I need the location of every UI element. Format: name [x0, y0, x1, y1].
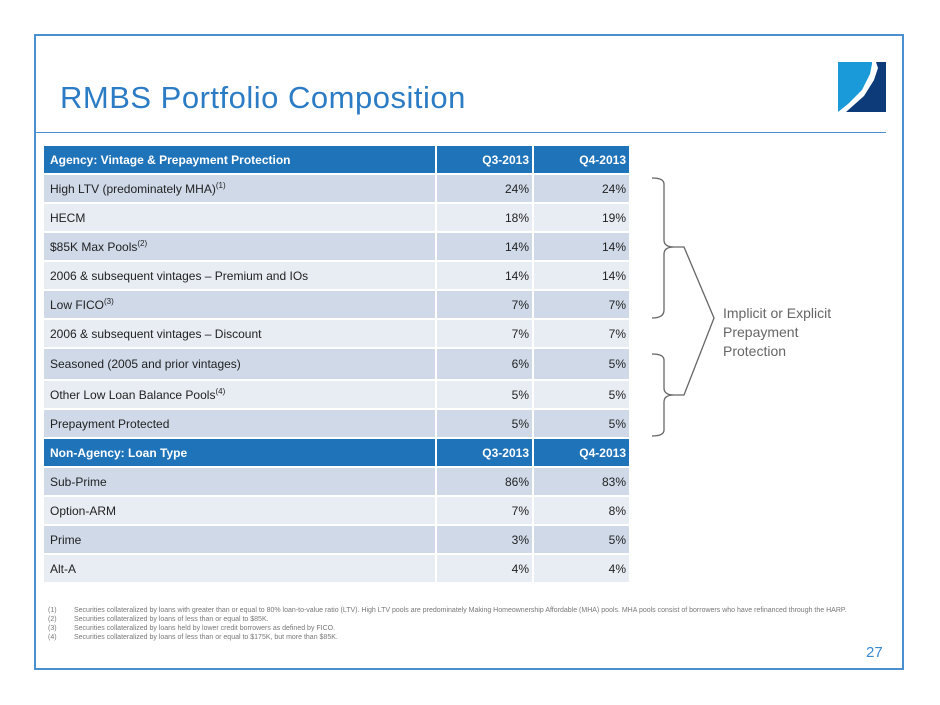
- q3-value: 24%: [437, 175, 532, 202]
- footnote-text: Securities collateralized by loans held …: [74, 625, 336, 632]
- q3-value: 5%: [437, 410, 532, 437]
- footnote-ref: (2): [137, 239, 148, 248]
- q3-value: 7%: [437, 497, 532, 524]
- footnote-key: (1): [48, 607, 57, 614]
- column-header: Q3-2013: [437, 439, 532, 466]
- page-title: RMBS Portfolio Composition: [60, 80, 466, 115]
- q4-value: 5%: [534, 349, 629, 379]
- footnote: (4) Securities collateralized by loans of…: [48, 633, 868, 642]
- column-header: Q4-2013: [534, 439, 629, 466]
- table-row: High LTV (predominately MHA)(1) 24% 24%: [44, 175, 629, 202]
- q4-value: 5%: [534, 526, 629, 553]
- row-label: $85K Max Pools(2): [44, 233, 435, 260]
- table-row: $85K Max Pools(2) 14% 14%: [44, 233, 629, 260]
- column-header: Q3-2013: [437, 146, 532, 173]
- row-label-text: HECM: [50, 210, 86, 225]
- footnote: (3) Securities collateralized by loans he…: [48, 624, 868, 633]
- footnote-text: Securities collateralized by loans with …: [74, 607, 847, 614]
- q3-value: 86%: [437, 468, 532, 495]
- footnote-ref: (1): [215, 181, 226, 190]
- table-row: Seasoned (2005 and prior vintages) 6% 5%: [44, 349, 629, 379]
- row-label-text: Other Low Loan Balance Pools: [50, 388, 216, 402]
- q4-value: 7%: [534, 291, 629, 318]
- row-label-text: High LTV (predominately MHA): [50, 182, 216, 196]
- row-label: 2006 & subsequent vintages – Premium and…: [44, 262, 435, 289]
- q3-value: 5%: [437, 381, 532, 408]
- title-divider: [36, 132, 886, 133]
- table-row: 2006 & subsequent vintages – Premium and…: [44, 262, 629, 289]
- row-label-text: Sub-Prime: [50, 474, 107, 489]
- q4-value: 5%: [534, 410, 629, 437]
- q3-value: 14%: [437, 233, 532, 260]
- composition-table: Agency: Vintage & Prepayment Protection Q…: [42, 144, 631, 584]
- table-row: 2006 & subsequent vintages – Discount 7% 7…: [44, 320, 629, 347]
- footnote-text: Securities collateralized by loans of le…: [74, 616, 269, 623]
- table-row: Prepayment Protected 5% 5%: [44, 410, 629, 437]
- q3-value: 7%: [437, 291, 532, 318]
- row-label-text: 2006 & subsequent vintages – Premium and…: [50, 268, 309, 283]
- footnote-text: Securities collateralized by loans of le…: [74, 634, 338, 641]
- column-header: Agency: Vintage & Prepayment Protection: [44, 146, 435, 173]
- row-label: High LTV (predominately MHA)(1): [44, 175, 435, 202]
- q3-value: 6%: [437, 349, 532, 379]
- row-label: Sub-Prime: [44, 468, 435, 495]
- q4-value: 83%: [534, 468, 629, 495]
- row-label-text: Low FICO: [50, 298, 105, 312]
- company-logo: [838, 62, 886, 112]
- row-label-text: Prime: [50, 532, 82, 547]
- row-label: Seasoned (2005 and prior vintages): [44, 349, 435, 379]
- row-label: 2006 & subsequent vintages – Discount: [44, 320, 435, 347]
- table-row: Option-ARM 7% 8%: [44, 497, 629, 524]
- table-row: Other Low Loan Balance Pools(4) 5% 5%: [44, 381, 629, 408]
- nonagency-header-row: Non-Agency: Loan Type Q3-2013 Q4-2013: [44, 439, 629, 466]
- q4-value: 14%: [534, 262, 629, 289]
- row-label-text: Option-ARM: [50, 503, 117, 518]
- footnote-key: (4): [48, 634, 57, 641]
- q4-value: 14%: [534, 233, 629, 260]
- q4-value: 19%: [534, 204, 629, 231]
- q4-value: 7%: [534, 320, 629, 347]
- q4-value: 4%: [534, 555, 629, 582]
- q3-value: 4%: [437, 555, 532, 582]
- slide-frame: [34, 34, 904, 670]
- column-header: Non-Agency: Loan Type: [44, 439, 435, 466]
- row-label: Alt-A: [44, 555, 435, 582]
- bracket-label: Implicit or Explicit Prepayment Protecti…: [723, 305, 832, 359]
- q4-value: 24%: [534, 175, 629, 202]
- bracket-graphic: [651, 177, 715, 437]
- footnotes: (1) Securities collateralized by loans wi…: [48, 606, 868, 642]
- footnote: (2) Securities collateralized by loans of…: [48, 615, 868, 624]
- q3-value: 3%: [437, 526, 532, 553]
- row-label-text: Alt-A: [50, 561, 77, 576]
- row-label-text: 2006 & subsequent vintages – Discount: [50, 326, 262, 341]
- row-label: Low FICO(3): [44, 291, 435, 318]
- row-label-text: Seasoned (2005 and prior vintages): [50, 357, 241, 371]
- footnote-key: (2): [48, 616, 57, 623]
- footnote-ref: (3): [104, 297, 114, 306]
- row-label: Prime: [44, 526, 435, 553]
- table-row: Prime 3% 5%: [44, 526, 629, 553]
- page-number: 27: [866, 644, 883, 661]
- agency-header-row: Agency: Vintage & Prepayment Protection Q…: [44, 146, 629, 173]
- table-row: HECM 18% 19%: [44, 204, 629, 231]
- footnote: (1) Securities collateralized by loans wi…: [48, 606, 868, 615]
- row-label: Other Low Loan Balance Pools(4): [44, 381, 435, 408]
- q4-value: 5%: [534, 381, 629, 408]
- q3-value: 18%: [437, 204, 532, 231]
- row-label-text: $85K Max Pools: [50, 240, 138, 254]
- q3-value: 7%: [437, 320, 532, 347]
- row-label: Prepayment Protected: [44, 410, 435, 437]
- row-label: Option-ARM: [44, 497, 435, 524]
- table-row: Alt-A 4% 4%: [44, 555, 629, 582]
- q4-value: 8%: [534, 497, 629, 524]
- table-row: Sub-Prime 86% 83%: [44, 468, 629, 495]
- footnote-key: (3): [48, 625, 57, 632]
- table-row: Low FICO(3) 7% 7%: [44, 291, 629, 318]
- footnote-ref: (4): [215, 387, 226, 396]
- column-header: Q4-2013: [534, 146, 629, 173]
- row-label: HECM: [44, 204, 435, 231]
- q3-value: 14%: [437, 262, 532, 289]
- row-label-text: Prepayment Protected: [50, 416, 170, 431]
